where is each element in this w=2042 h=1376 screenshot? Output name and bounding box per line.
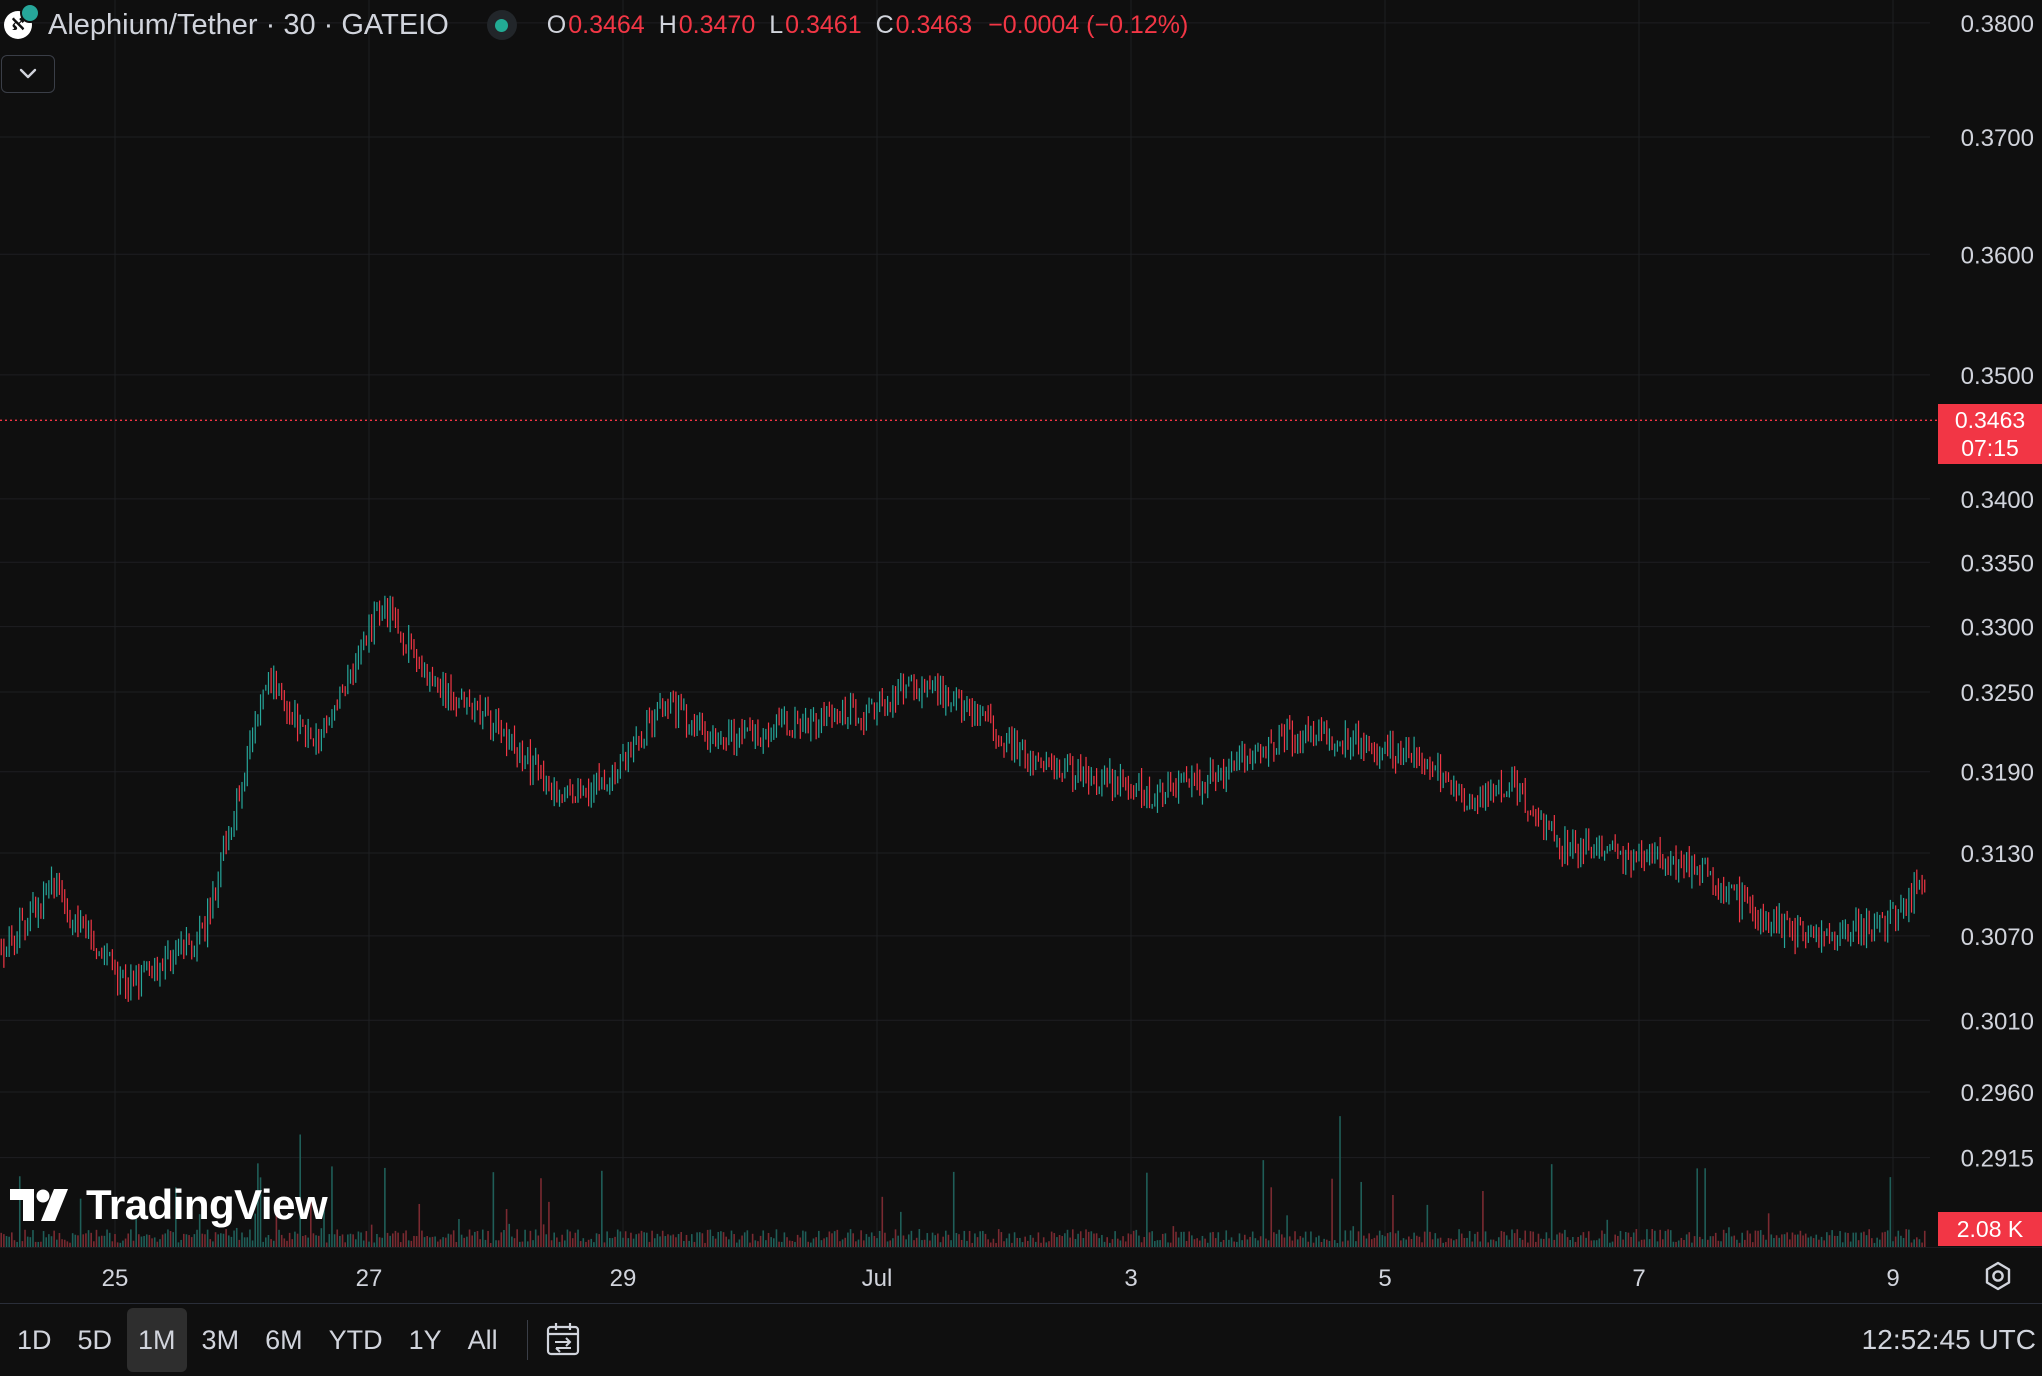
chevron-down-icon bbox=[19, 68, 37, 79]
range-ytd-button[interactable]: YTD bbox=[328, 1325, 383, 1355]
close-value: 0.3463 bbox=[895, 10, 973, 39]
price-axis-label: 0.3300 bbox=[1961, 615, 2034, 642]
range-1d-button[interactable]: 1D bbox=[17, 1325, 52, 1355]
price-axis-label: 0.3700 bbox=[1961, 125, 2034, 152]
price-axis-label: 0.3010 bbox=[1961, 1008, 2034, 1035]
bar-countdown: 07:15 bbox=[1961, 435, 2019, 461]
volume-label: 2.08 K bbox=[1938, 1212, 2042, 1246]
volume-series bbox=[0, 1116, 1926, 1247]
tradingview-wordmark: TradingView bbox=[86, 1181, 328, 1228]
price-axis-label: 0.3350 bbox=[1961, 550, 2034, 577]
price-axis-label: 0.3250 bbox=[1961, 680, 2034, 707]
utc-clock[interactable]: 12:52:45 UTC bbox=[1861, 1324, 2036, 1355]
toolbar-divider bbox=[526, 1320, 528, 1360]
range-3m-button[interactable]: 3M bbox=[201, 1325, 240, 1355]
low-value: 0.3461 bbox=[785, 10, 862, 39]
range-selector: 1D 5D 1M 3M 6M YTD 1Y All bbox=[6, 1308, 513, 1372]
range-1m-button[interactable]: 1M bbox=[127, 1308, 187, 1372]
price-axis-label: 0.3400 bbox=[1961, 487, 2034, 514]
symbol-legend: ℵ Alephium/Tether · 30 · GATEIO O 0.3464 … bbox=[0, 3, 1189, 46]
time-axis-label: 9 bbox=[1886, 1265, 1899, 1292]
price-axis-label: 0.3130 bbox=[1961, 841, 2034, 868]
time-axis-label: 27 bbox=[356, 1265, 383, 1292]
time-axis-label: Jul bbox=[862, 1265, 893, 1292]
last-price-label: 0.3463 07:15 bbox=[1938, 404, 2042, 464]
bottom-toolbar: 1D 5D 1M 3M 6M YTD 1Y All 12:52:45 UTC bbox=[0, 1303, 2042, 1376]
collapse-legend-button[interactable] bbox=[1, 55, 55, 93]
price-axis-label: 0.3500 bbox=[1961, 363, 2034, 390]
open-label: O bbox=[546, 10, 567, 39]
chart-settings-gear-icon[interactable] bbox=[1980, 1258, 2016, 1294]
price-axis-label: 0.2915 bbox=[1961, 1146, 2034, 1173]
open-value: 0.3464 bbox=[568, 10, 645, 39]
range-all-button[interactable]: All bbox=[467, 1325, 498, 1355]
symbol-title[interactable]: Alephium/Tether · 30 · GATEIO bbox=[48, 8, 449, 41]
candlestick-series bbox=[0, 595, 1926, 1002]
price-axis-label: 0.3600 bbox=[1961, 242, 2034, 269]
high-value: 0.3470 bbox=[678, 10, 756, 39]
range-5d-button[interactable]: 5D bbox=[77, 1325, 113, 1355]
price-axis-label: 0.3070 bbox=[1961, 924, 2034, 951]
time-axis-label: 3 bbox=[1124, 1265, 1137, 1292]
price-chart[interactable]: 0.3800 0.3700 0.3600 0.3500 0.3400 0.3350 0.33… bbox=[0, 0, 2042, 1303]
market-status-icon[interactable] bbox=[486, 10, 517, 40]
price-axis-label: 0.3800 bbox=[1961, 11, 2034, 38]
change-value: −0.0004 (−0.12%) bbox=[988, 10, 1189, 39]
alephium-logo-icon: ℵ bbox=[4, 3, 40, 39]
ohlc-values: O 0.3464 H 0.3470 L 0.3461 C 0.3463 −0.0004 … bbox=[547, 11, 1189, 40]
range-1y-button[interactable]: 1Y bbox=[408, 1325, 442, 1355]
price-axis-label: 0.2960 bbox=[1961, 1080, 2034, 1107]
time-axis-label: 29 bbox=[610, 1265, 637, 1292]
close-label: C bbox=[875, 10, 894, 39]
high-label: H bbox=[658, 10, 677, 39]
last-price-value: 0.3463 bbox=[1954, 407, 2026, 433]
tradingview-watermark[interactable]: TradingView bbox=[10, 1178, 328, 1232]
time-axis-label: 5 bbox=[1378, 1265, 1391, 1292]
low-label: L bbox=[769, 10, 784, 39]
tradingview-logo-icon bbox=[10, 1189, 68, 1221]
go-to-date-calendar-icon[interactable] bbox=[542, 1319, 584, 1361]
price-axis-label: 0.3190 bbox=[1961, 760, 2034, 787]
range-6m-button[interactable]: 6M bbox=[265, 1325, 303, 1355]
time-axis-label: 7 bbox=[1632, 1265, 1645, 1292]
time-axis-label: 25 bbox=[102, 1265, 129, 1292]
